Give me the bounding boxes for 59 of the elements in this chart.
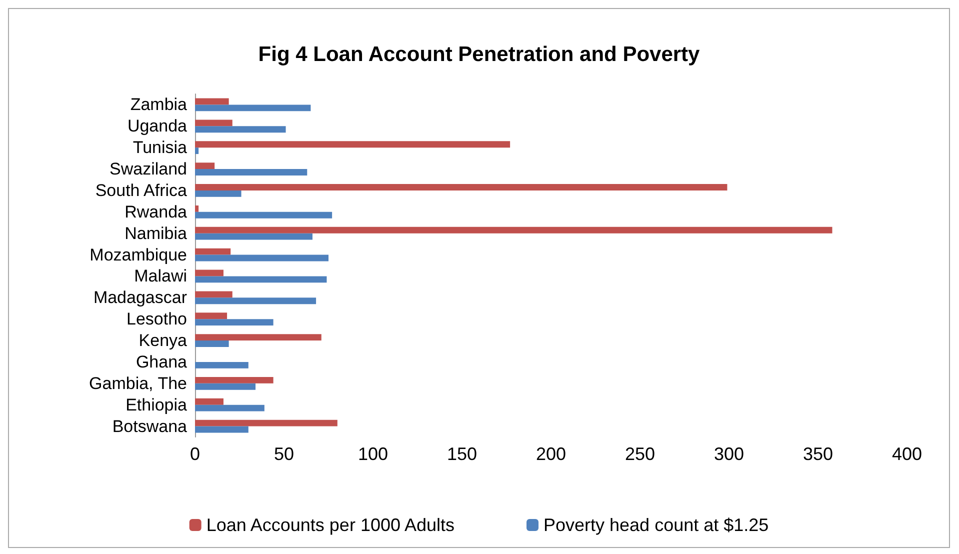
y-tick-label: Lesotho: [126, 310, 187, 329]
y-tick-label: Uganda: [127, 116, 188, 136]
y-tick-label: Ethiopia: [126, 395, 188, 414]
bar: [195, 184, 728, 190]
y-tick-label: Zambia: [130, 95, 188, 114]
bar: [195, 169, 308, 176]
bar: [195, 126, 286, 133]
bar: [195, 104, 311, 112]
bar: [195, 233, 312, 240]
bar: [195, 141, 510, 148]
x-tick-label: 300: [714, 444, 744, 464]
x-tick-label: 100: [358, 444, 388, 464]
bar: [195, 340, 229, 347]
y-tick-label: Kenya: [138, 331, 188, 350]
bar: [195, 420, 338, 426]
bar: [195, 426, 248, 433]
x-tick-label: 0: [190, 444, 200, 464]
x-tick-label: 400: [892, 444, 922, 464]
bar: [195, 148, 199, 154]
x-tick-label: 250: [624, 444, 656, 464]
bar: [195, 226, 832, 234]
bar: [195, 205, 199, 212]
y-tick-label: Ghana: [136, 352, 188, 372]
bar: [195, 190, 242, 197]
y-tick-label: South Africa: [95, 180, 188, 200]
bar: [195, 404, 264, 412]
bar: [195, 298, 316, 304]
x-tick-label: 200: [536, 444, 566, 464]
bar: [195, 254, 328, 262]
y-tick-label: Gambia, The: [89, 374, 187, 393]
x-tick-label: 150: [446, 444, 478, 464]
bar: [195, 162, 215, 170]
bar: [195, 98, 229, 105]
bar: [195, 248, 231, 255]
y-tick-label: Rwanda: [124, 202, 188, 222]
legend-label: Loan Accounts per 1000 Adults: [206, 515, 455, 535]
chart-title: Fig 4 Loan Account Penetration and Poverty: [258, 43, 700, 66]
x-tick-label: 350: [802, 444, 834, 464]
bar: [195, 312, 228, 320]
y-tick-label: Namibia: [124, 224, 188, 243]
bar: [195, 276, 327, 283]
bar: [195, 120, 232, 126]
bar: [195, 376, 274, 384]
bar: [195, 383, 256, 390]
bar: [195, 212, 332, 218]
bar: [195, 270, 224, 276]
x-tick-label: 50: [274, 444, 294, 464]
y-tick-label: Botswana: [112, 416, 188, 436]
bar: [195, 319, 274, 326]
y-tick-label: Mozambique: [90, 245, 187, 264]
y-tick-label: Tunisia: [132, 138, 188, 158]
y-tick-label: Malawi: [134, 266, 187, 286]
y-tick-label: Madagascar: [93, 288, 188, 308]
bar: [195, 362, 248, 368]
legend-label: Poverty head count at $1.25: [544, 515, 769, 535]
bar: [195, 398, 224, 405]
bar: [195, 334, 322, 341]
bar: [195, 291, 232, 298]
y-tick-label: Swaziland: [110, 160, 187, 179]
